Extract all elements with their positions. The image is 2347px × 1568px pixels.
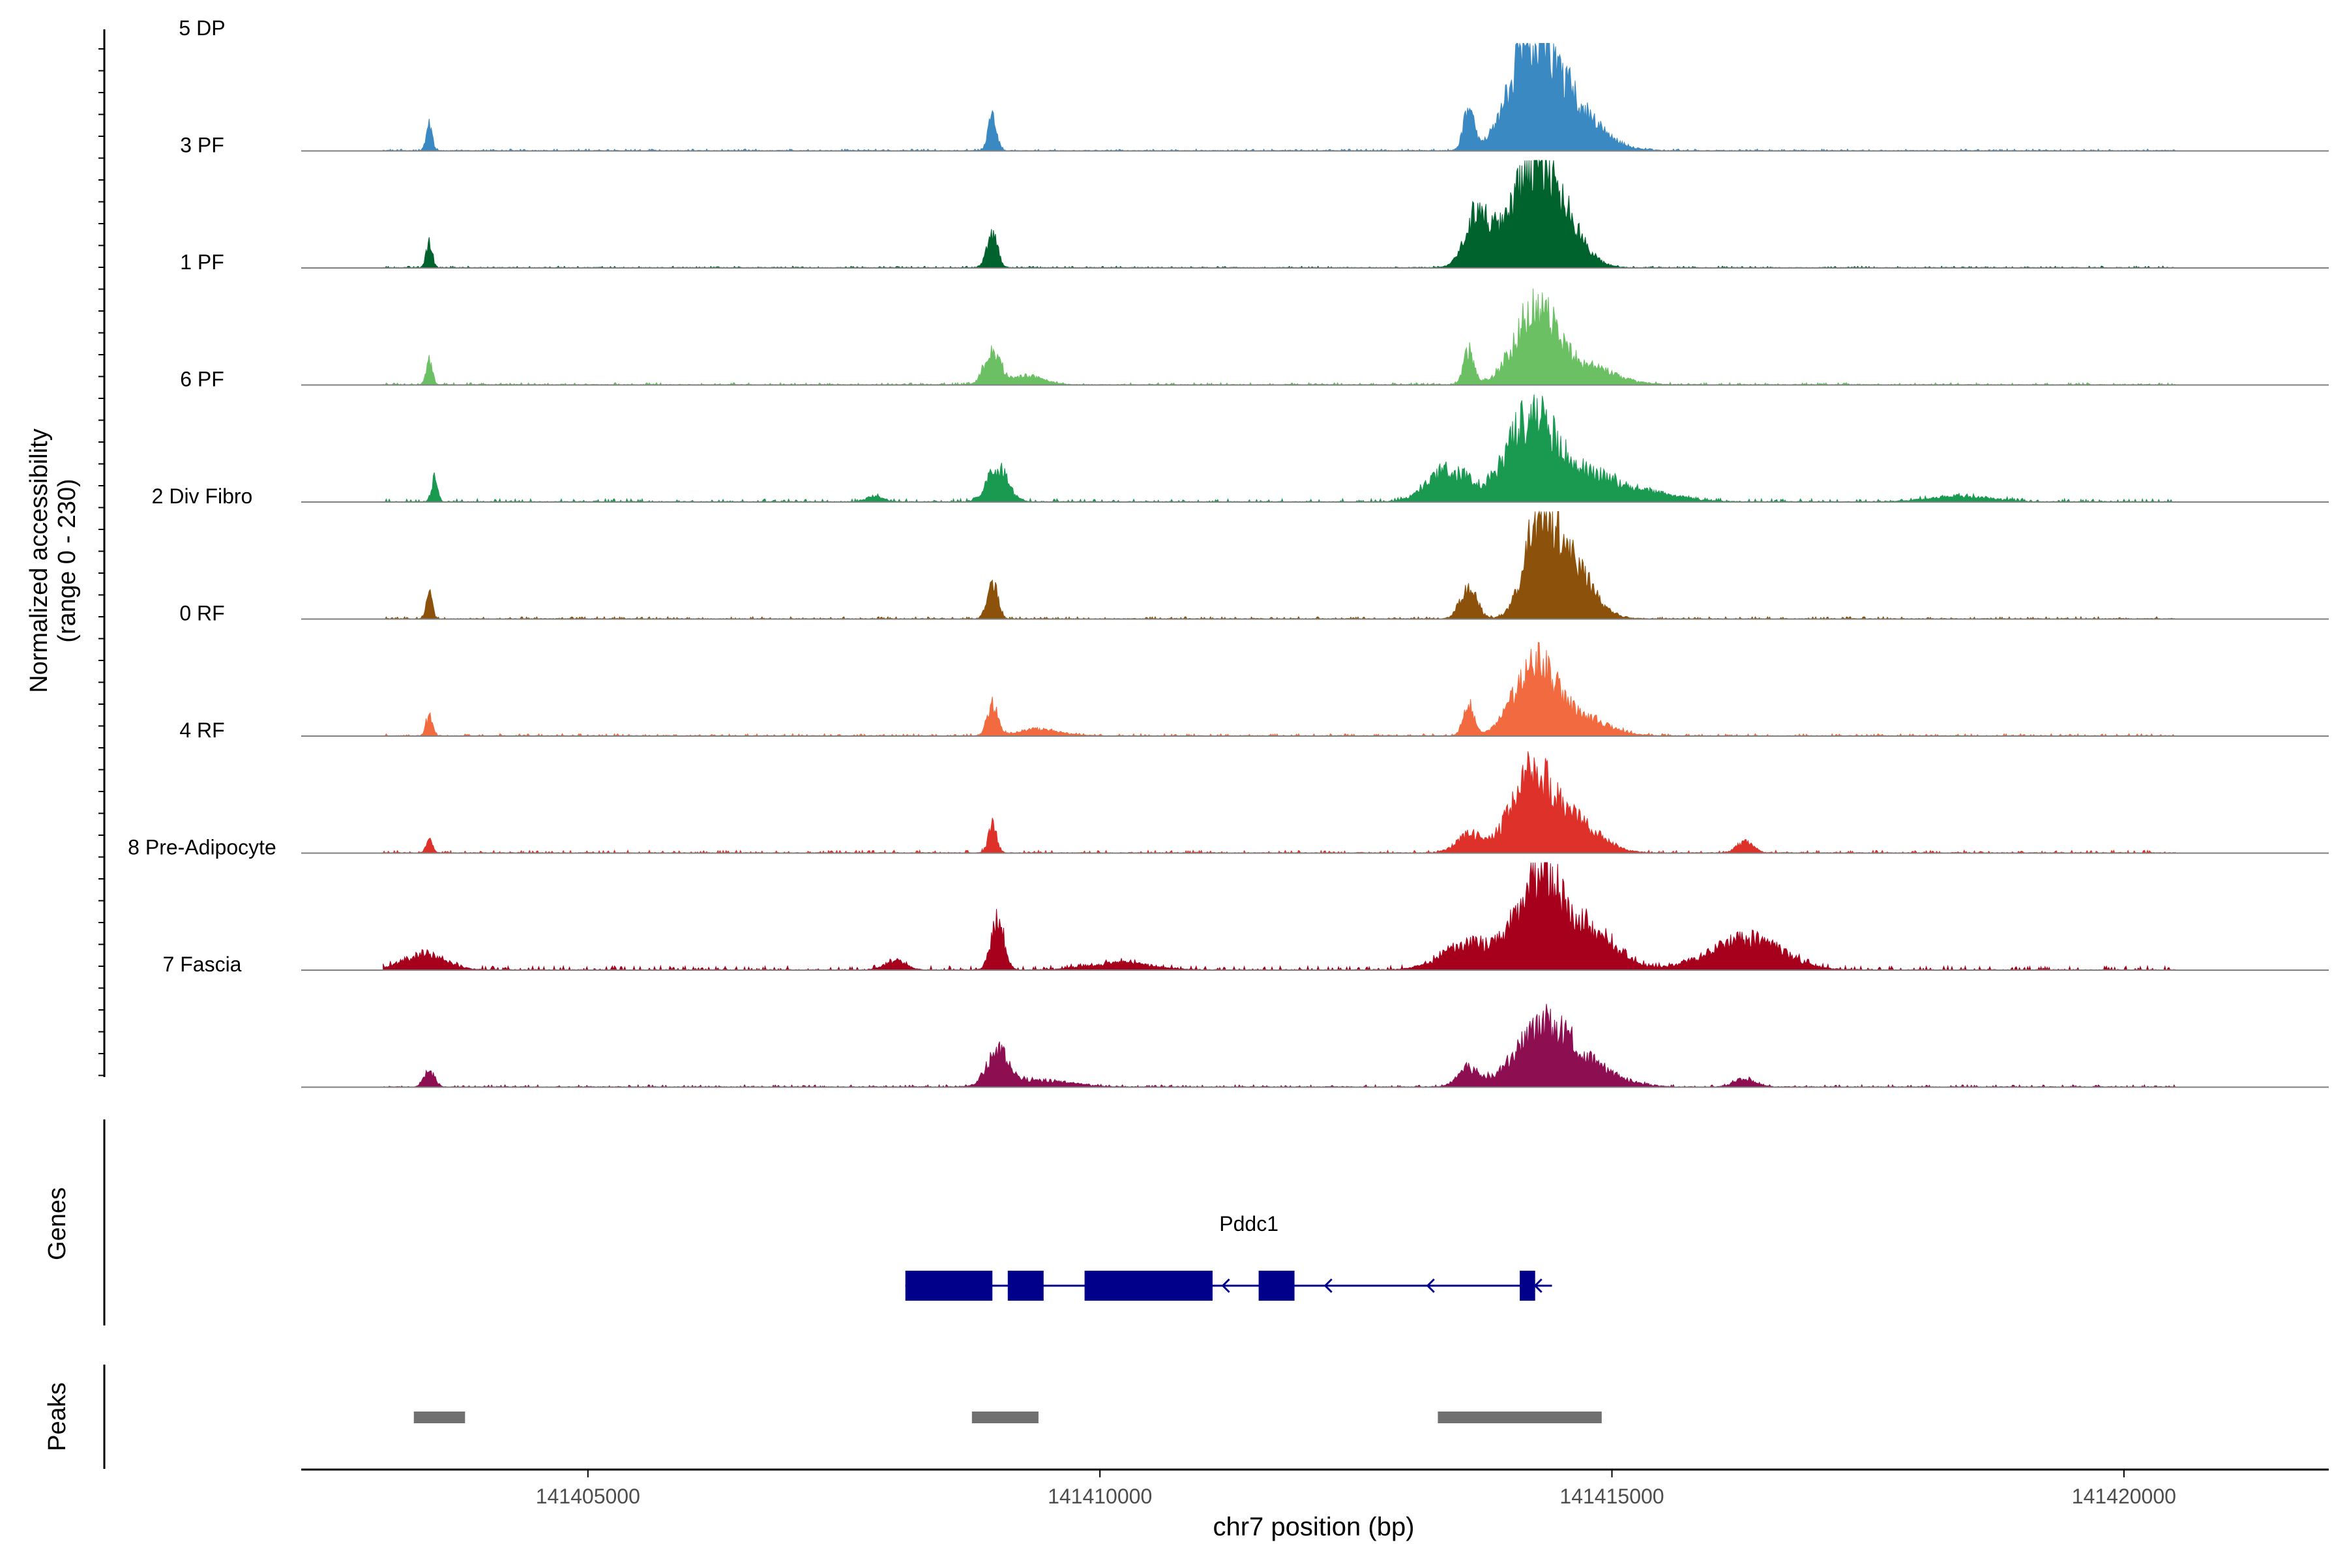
track-label: 7 Fascia — [163, 953, 242, 976]
track-4-rf: 4 RF — [179, 718, 2329, 854]
strand-arrow — [1221, 1278, 1230, 1294]
coverage-area — [383, 159, 2176, 269]
gene-exon — [1520, 1271, 1535, 1301]
y-axis-title: Normalized accessibility — [25, 428, 53, 692]
gene-exon — [1007, 1271, 1044, 1301]
x-tick-label: 141415000 — [1559, 1485, 1664, 1508]
strand-arrow — [1323, 1278, 1333, 1294]
track-label: 4 RF — [179, 718, 224, 742]
peak-track — [413, 1412, 1602, 1423]
track-label: 8 Pre-Adipocyte — [128, 836, 276, 859]
track-label: 1 PF — [180, 250, 224, 274]
track-2-div-fibro: 2 Div Fibro — [152, 484, 2329, 620]
gene-exon — [1258, 1271, 1295, 1301]
coverage-area — [383, 510, 2176, 620]
gene-label: Pddc1 — [1219, 1212, 1278, 1235]
track-8-pre-adipocyte: 8 Pre-Adipocyte — [128, 836, 2329, 971]
gene-track: Pddc1 — [905, 1212, 1552, 1301]
track-7-fascia: 7 Fascia — [163, 953, 2329, 1088]
peak-region — [1438, 1412, 1602, 1423]
coverage-area — [383, 751, 2176, 854]
coverage-area — [383, 862, 2176, 971]
gene-exon — [1084, 1271, 1213, 1301]
peak-region — [971, 1412, 1039, 1423]
peak-region — [413, 1412, 465, 1423]
x-tick-label: 141420000 — [2072, 1485, 2176, 1508]
track-label: 3 PF — [180, 134, 224, 157]
y-axis-range: (range 0 - 230) — [53, 479, 81, 642]
coverage-area — [383, 288, 2176, 386]
track-3-pf: 3 PF — [180, 134, 2329, 269]
strand-arrow — [1533, 1278, 1543, 1294]
coverage-area — [382, 1003, 2176, 1088]
coverage-area — [382, 394, 2176, 503]
coverage-area — [383, 43, 2176, 152]
genes-track-title: Genes — [44, 1187, 71, 1260]
coverage-area — [383, 642, 2176, 737]
track-label: 5 DP — [179, 16, 225, 40]
track-6-pf: 6 PF — [180, 368, 2329, 503]
track-label: 0 RF — [179, 602, 224, 625]
gene-exon — [905, 1271, 993, 1301]
track-5-dp: 5 DP — [179, 16, 2329, 152]
strand-arrow — [1426, 1278, 1435, 1294]
x-axis: 141405000 141410000 141415000 141420000 — [301, 1468, 2329, 1508]
track-label: 2 Div Fibro — [152, 484, 253, 508]
x-axis-title: chr7 position (bp) — [1213, 1513, 1414, 1541]
gene-pddc1: Pddc1 — [905, 1212, 1552, 1301]
x-tick-label: 141405000 — [536, 1485, 640, 1508]
track-1-pf: 1 PF — [180, 250, 2329, 386]
peaks-track-title: Peaks — [44, 1382, 71, 1451]
coverage-tracks: 5 DP 3 PF 1 PF 6 PF 2 Div Fibro 0 RF 4 RF 8 Pre… — [128, 16, 2329, 1088]
track-label: 6 PF — [180, 368, 224, 391]
x-tick-label: 141410000 — [1048, 1485, 1152, 1508]
track-0-rf: 0 RF — [179, 602, 2329, 737]
coverage-y-axis — [98, 29, 106, 1077]
